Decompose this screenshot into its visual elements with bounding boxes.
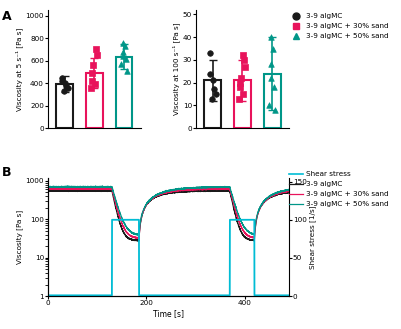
Point bbox=[123, 57, 130, 62]
Point bbox=[242, 64, 249, 69]
Point bbox=[238, 75, 244, 81]
Point bbox=[270, 46, 276, 51]
Y-axis label: Shear stress [1/s]: Shear stress [1/s] bbox=[310, 205, 316, 269]
Point bbox=[207, 71, 213, 76]
Point bbox=[237, 80, 244, 85]
Point bbox=[63, 83, 69, 89]
Point bbox=[211, 87, 218, 92]
Legend: Shear stress, 3-9 algMC, 3-9 algMC + 30% sand, 3-9 algMC + 50% sand: Shear stress, 3-9 algMC, 3-9 algMC + 30%… bbox=[289, 171, 389, 207]
Point bbox=[62, 81, 69, 86]
Bar bbox=[86, 73, 103, 128]
Point bbox=[213, 91, 219, 97]
Point bbox=[89, 70, 95, 76]
Point bbox=[209, 96, 215, 101]
Text: B: B bbox=[2, 166, 12, 179]
Point bbox=[240, 91, 247, 97]
Point bbox=[236, 96, 243, 101]
Point bbox=[122, 43, 128, 49]
Y-axis label: Viscosity at 100 s⁻¹ [Pa s]: Viscosity at 100 s⁻¹ [Pa s] bbox=[172, 23, 180, 115]
Point bbox=[120, 49, 126, 54]
Point bbox=[94, 52, 100, 58]
Point bbox=[93, 47, 99, 52]
Point bbox=[237, 85, 243, 90]
Point bbox=[239, 53, 246, 58]
Point bbox=[268, 75, 274, 81]
Point bbox=[268, 62, 274, 67]
Point bbox=[272, 107, 278, 113]
Point bbox=[59, 75, 65, 81]
Point bbox=[92, 82, 98, 87]
Point bbox=[61, 89, 67, 94]
Point bbox=[207, 50, 213, 56]
Point bbox=[241, 57, 247, 63]
Point bbox=[118, 61, 124, 66]
Point bbox=[210, 78, 217, 83]
Bar bbox=[56, 84, 73, 128]
Y-axis label: Viscosity at 5 s⁻¹ [Pa s]: Viscosity at 5 s⁻¹ [Pa s] bbox=[15, 27, 23, 111]
Y-axis label: Viscosity [Pa s]: Viscosity [Pa s] bbox=[16, 210, 23, 264]
Point bbox=[59, 78, 65, 84]
Point bbox=[268, 35, 275, 40]
Legend: 3-9 algMC, 3-9 algMC + 30% sand, 3-9 algMC + 50% sand: 3-9 algMC, 3-9 algMC + 30% sand, 3-9 alg… bbox=[289, 13, 389, 39]
Bar bbox=[205, 80, 221, 128]
Point bbox=[120, 53, 126, 59]
Point bbox=[124, 68, 130, 73]
Point bbox=[90, 63, 96, 68]
Text: A: A bbox=[2, 10, 12, 23]
Point bbox=[65, 86, 71, 91]
Bar bbox=[234, 80, 251, 128]
Point bbox=[271, 85, 277, 90]
Bar bbox=[116, 57, 132, 128]
Bar bbox=[264, 74, 281, 128]
X-axis label: Time [s]: Time [s] bbox=[153, 309, 184, 318]
Point bbox=[88, 85, 95, 90]
Point bbox=[266, 103, 272, 108]
Point bbox=[88, 78, 95, 84]
Point bbox=[120, 40, 127, 45]
